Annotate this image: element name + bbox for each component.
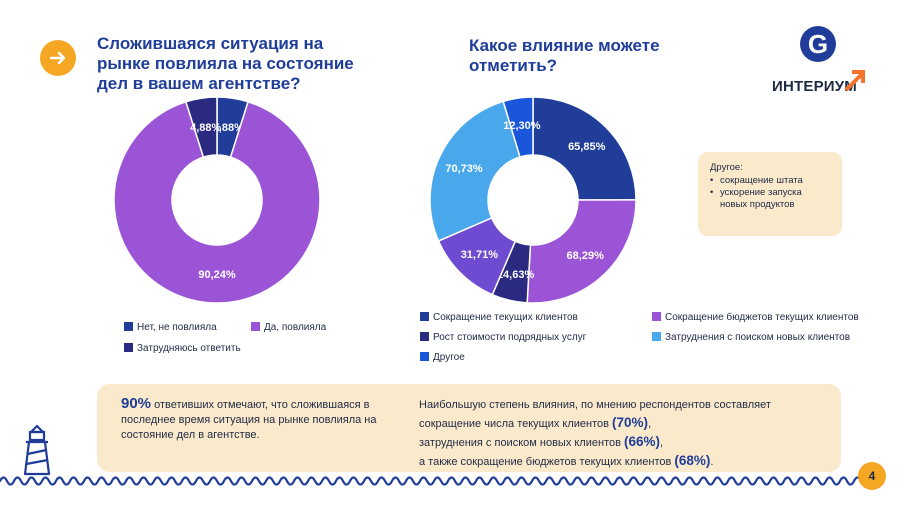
donut-slice bbox=[502, 96, 534, 158]
legend-swatch bbox=[420, 312, 429, 321]
logo: G ИНТЕРИУМ bbox=[768, 26, 878, 106]
legend-swatch bbox=[652, 312, 661, 321]
slice-label: 65,85% bbox=[568, 141, 606, 153]
logo-g-icon: G bbox=[800, 26, 836, 62]
legend-swatch bbox=[652, 332, 661, 341]
logo-arrow-icon bbox=[844, 70, 865, 92]
legend2-item-other: Другое bbox=[420, 352, 465, 363]
legend-swatch bbox=[251, 322, 260, 331]
donut-slice bbox=[429, 100, 521, 242]
other-note-item: ускорение запуска новых продуктов bbox=[710, 187, 830, 211]
slice-label: 14,63% bbox=[497, 269, 535, 281]
slice-label: 31,71% bbox=[461, 249, 499, 261]
arrow-right-icon bbox=[40, 40, 76, 76]
wave-decoration bbox=[0, 476, 860, 486]
other-note-box: Другое: сокращение штата ускорение запус… bbox=[698, 152, 842, 236]
slice-label: 68,29% bbox=[567, 250, 605, 262]
legend2-item-budgets: Сокращение бюджетов текущих клиентов bbox=[652, 312, 859, 323]
slice-label: 4,88% bbox=[213, 122, 244, 134]
legend1-item-yes: Да, повлияла bbox=[251, 322, 326, 333]
lighthouse-icon bbox=[23, 424, 51, 476]
summary-highlight-66: (66%) bbox=[624, 434, 661, 449]
legend2-item-new-clients: Затруднения с поиском новых клиентов bbox=[652, 332, 850, 343]
page-number: 4 bbox=[858, 462, 886, 490]
question1-title: Сложившаяся ситуация на рынке повлияла н… bbox=[97, 34, 354, 93]
legend-swatch bbox=[420, 332, 429, 341]
legend1-item-unsure: Затрудняюсь ответить bbox=[124, 343, 241, 354]
summary-highlight-70: (70%) bbox=[612, 415, 649, 430]
donut-slice bbox=[526, 199, 637, 304]
legend-swatch bbox=[124, 322, 133, 331]
other-note-item: сокращение штата bbox=[710, 175, 830, 187]
donut-slice bbox=[184, 96, 218, 159]
legend-swatch bbox=[124, 343, 133, 352]
summary-box: 90% ответивших отмечают, что сложившаяся… bbox=[97, 384, 841, 472]
logo-text: ИНТЕРИУМ bbox=[772, 78, 857, 95]
legend2-item-contractor-cost: Рост стоимости подрядных услуг bbox=[420, 332, 586, 343]
slice-label: 12,30% bbox=[503, 120, 541, 132]
slice-label: 90,24% bbox=[198, 269, 236, 281]
donut-slice bbox=[532, 96, 637, 201]
summary-left-text: 90% ответивших отмечают, что сложившаяся… bbox=[121, 395, 377, 441]
legend1-item-no: Нет, не повлияла bbox=[124, 322, 217, 333]
question2-title: Какое влияние можете отметить? bbox=[469, 36, 660, 75]
slice-label: 4,88% bbox=[190, 122, 221, 134]
donut-slice bbox=[113, 100, 321, 304]
slice-label: 70,73% bbox=[445, 163, 483, 175]
summary-left-highlight: 90% bbox=[121, 395, 152, 412]
other-note-title: Другое: bbox=[710, 162, 743, 173]
legend-swatch bbox=[420, 352, 429, 361]
summary-highlight-68: (68%) bbox=[674, 453, 711, 468]
legend2-item-current-clients: Сокращение текущих клиентов bbox=[420, 312, 578, 323]
summary-right-text: Наибольшую степень влияния, по мнению ре… bbox=[419, 399, 771, 468]
